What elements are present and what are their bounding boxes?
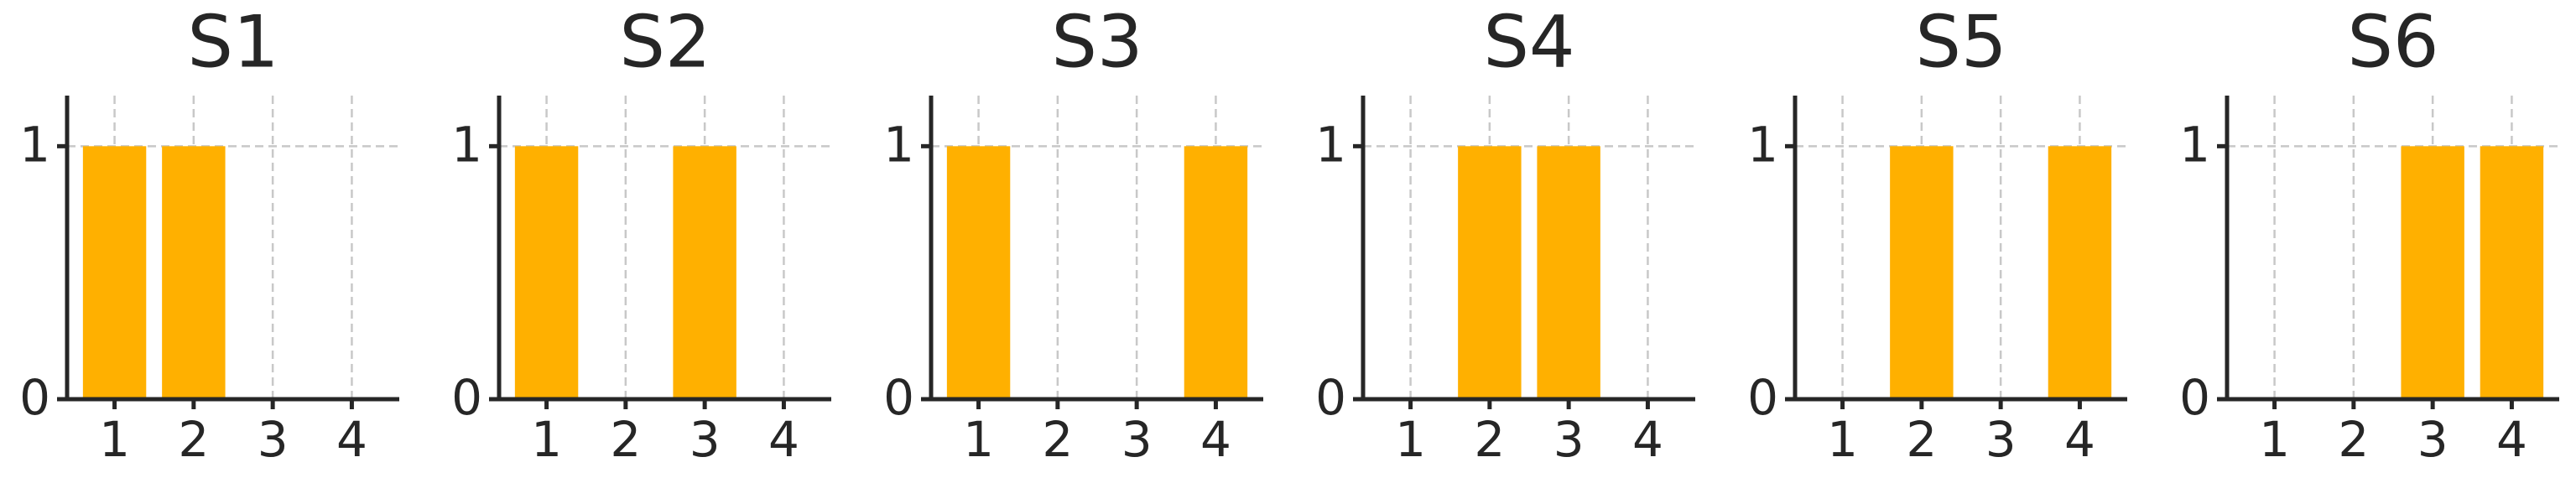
x-tick-label: 1 [2259, 411, 2290, 468]
bar [1537, 146, 1600, 400]
chart-title: S5 [1915, 0, 2006, 84]
y-tick-label: 0 [1315, 369, 1346, 426]
x-tick-label: 2 [178, 411, 209, 468]
chart-title: S1 [187, 0, 278, 84]
bar [82, 146, 147, 400]
y-tick-label: 1 [883, 116, 914, 173]
x-tick-label: 4 [1200, 411, 1231, 468]
chart-title: S3 [1051, 0, 1142, 84]
x-tick-label: 2 [1474, 411, 1505, 468]
x-tick-label: 3 [1985, 411, 2017, 468]
x-tick-label: 1 [99, 411, 130, 468]
x-tick-label: 4 [2496, 411, 2527, 468]
bar [514, 146, 579, 400]
bar [2480, 146, 2544, 400]
chart-title: S6 [2347, 0, 2438, 84]
bar [2048, 146, 2112, 400]
y-tick-label: 1 [1315, 116, 1346, 173]
x-tick-label: 4 [336, 411, 367, 468]
y-tick-label: 1 [19, 116, 50, 173]
bar [1890, 146, 1954, 400]
x-tick-label: 3 [1121, 411, 1153, 468]
x-tick-label: 4 [768, 411, 799, 468]
y-tick-label: 0 [883, 369, 914, 426]
x-tick-label: 1 [963, 411, 994, 468]
bar [673, 146, 736, 400]
y-tick-label: 1 [1747, 116, 1778, 173]
y-tick-label: 0 [19, 369, 50, 426]
y-tick-label: 0 [2179, 369, 2210, 426]
x-tick-label: 2 [2338, 411, 2369, 468]
x-tick-label: 3 [2417, 411, 2449, 468]
x-tick-label: 1 [531, 411, 562, 468]
y-tick-label: 0 [1747, 369, 1778, 426]
y-tick-label: 1 [451, 116, 482, 173]
x-tick-label: 2 [1906, 411, 1937, 468]
y-tick-label: 1 [2179, 116, 2210, 173]
x-tick-label: 2 [610, 411, 641, 468]
bar [946, 146, 1011, 400]
y-tick-label: 0 [451, 369, 482, 426]
chart-title: S4 [1483, 0, 1574, 84]
x-tick-label: 2 [1042, 411, 1073, 468]
x-tick-label: 1 [1827, 411, 1858, 468]
bar [162, 146, 226, 400]
bar [2401, 146, 2464, 400]
x-tick-label: 4 [2064, 411, 2095, 468]
bar [1184, 146, 1248, 400]
chart-title: S2 [619, 0, 710, 84]
x-tick-label: 4 [1632, 411, 1663, 468]
x-tick-label: 3 [690, 411, 721, 468]
x-tick-label: 3 [258, 411, 289, 468]
bar [1458, 146, 1522, 400]
x-tick-label: 3 [1553, 411, 1585, 468]
x-tick-label: 1 [1395, 411, 1426, 468]
